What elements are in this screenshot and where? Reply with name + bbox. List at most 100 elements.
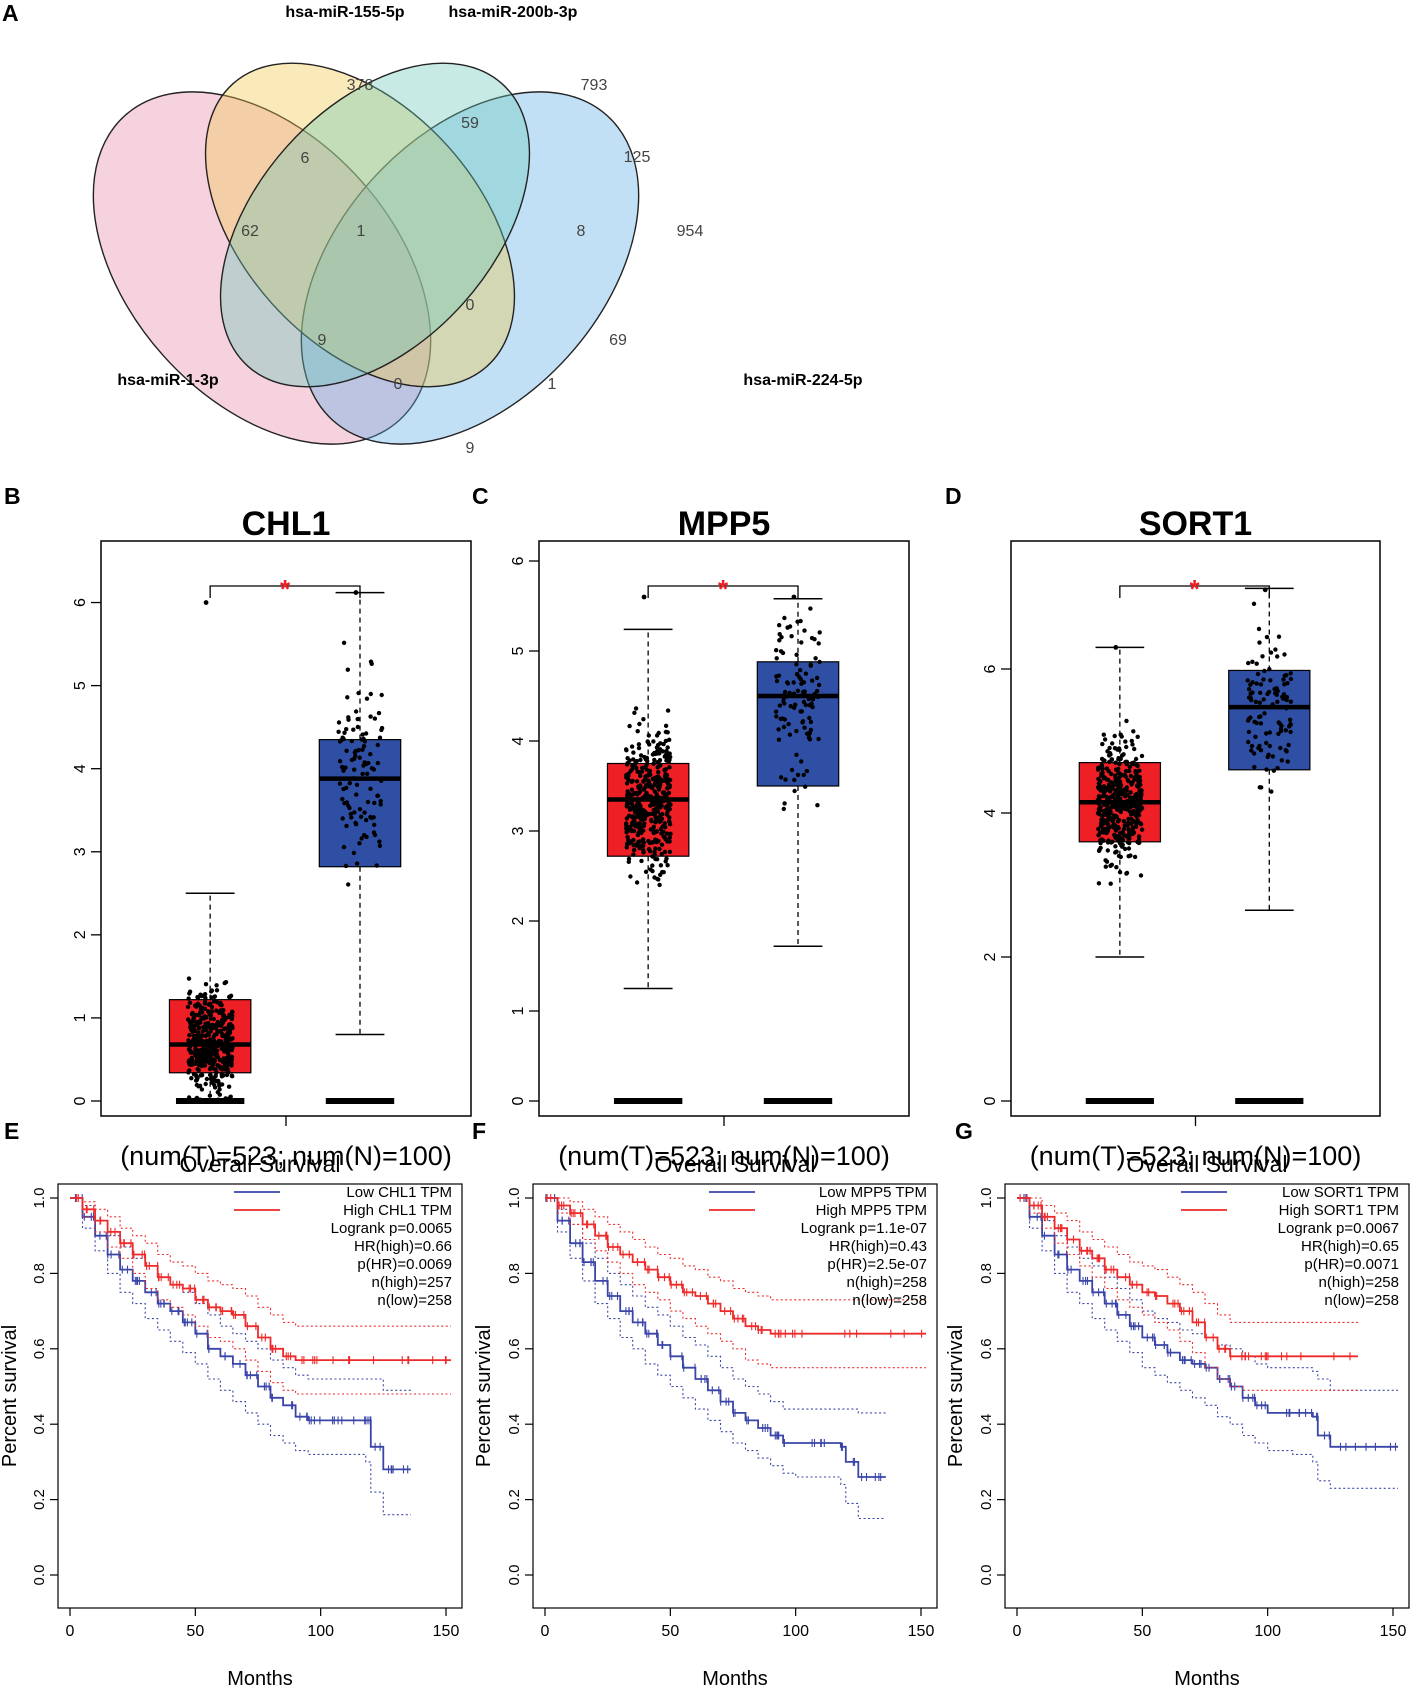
data-point (355, 724, 360, 730)
survival-curve (70, 1197, 451, 1361)
y-tick-label: 0 (982, 1096, 999, 1105)
data-point (817, 630, 822, 635)
y-tick-label: 6 (982, 664, 999, 673)
data-point (1132, 775, 1137, 780)
data-point (652, 757, 657, 763)
data-point (358, 814, 364, 819)
data-point (795, 772, 801, 778)
data-point (227, 1012, 232, 1018)
data-point (643, 869, 649, 874)
data-point (217, 1087, 222, 1092)
data-point (625, 834, 630, 840)
data-point (663, 723, 669, 728)
data-point (1275, 654, 1280, 659)
box (756, 661, 840, 787)
data-point (375, 760, 381, 766)
data-point (810, 678, 815, 683)
data-point (779, 635, 784, 640)
zero-points-band (763, 1098, 833, 1104)
data-point (1124, 744, 1129, 750)
y-axis-label: Percent survival (945, 1325, 967, 1467)
data-point (1279, 758, 1285, 763)
data-point (343, 765, 348, 770)
data-point (802, 725, 807, 730)
data-point (1130, 825, 1135, 830)
data-point (1249, 743, 1255, 749)
data-point (623, 747, 629, 752)
zero-points-band (1235, 1098, 1304, 1104)
data-point (1106, 753, 1112, 758)
data-point (644, 762, 649, 767)
data-point (647, 781, 652, 787)
data-point (641, 787, 647, 792)
legend-entry: High MPP5 TPM (816, 1202, 927, 1219)
data-point (342, 730, 347, 735)
y-tick-label: 4 (72, 764, 89, 773)
data-point-max (353, 590, 359, 595)
venn-region-count: 6 (301, 150, 310, 167)
x-tick-label: 100 (782, 1623, 809, 1640)
data-point (798, 709, 803, 714)
data-point (186, 1038, 191, 1043)
data-point (221, 1056, 226, 1061)
data-point (639, 858, 644, 864)
data-point (208, 1072, 213, 1077)
data-point (1099, 813, 1105, 818)
plot-frame (538, 540, 910, 1117)
data-point (782, 801, 787, 806)
data-point (1264, 731, 1269, 736)
data-point (1284, 695, 1290, 700)
data-point (626, 777, 631, 782)
data-point (627, 805, 632, 811)
stat-text: n(high)=258 (1319, 1274, 1399, 1291)
y-tick-label: 3 (510, 826, 527, 835)
ci-upper (545, 1197, 886, 1414)
data-point (1126, 846, 1132, 851)
data-point (662, 768, 667, 773)
data-point (667, 765, 672, 770)
data-point (351, 850, 357, 856)
data-point (193, 1028, 198, 1034)
data-point (1116, 766, 1121, 772)
data-point (652, 775, 657, 781)
stat-text: Logrank p=1.1e-07 (801, 1220, 927, 1237)
data-point (625, 761, 630, 766)
data-point (1261, 677, 1266, 682)
data-point (665, 831, 670, 836)
x-tick-label: 150 (908, 1623, 935, 1640)
data-point (195, 994, 200, 1000)
data-point (1110, 741, 1115, 746)
data-point (1099, 824, 1104, 829)
data-point (1134, 763, 1139, 768)
y-tick-label: 1 (72, 1013, 89, 1022)
plot-frame (532, 1183, 938, 1609)
y-axis-label: Percent survival (0, 1325, 21, 1467)
data-point (1273, 647, 1278, 652)
survival-plot-e: Overall Survival Months Percent survival 0 5… (0, 1151, 463, 1689)
x-tick-label: 100 (307, 1623, 334, 1640)
data-point (781, 724, 787, 730)
data-point-max (791, 594, 797, 600)
venn-region-count: 9 (318, 332, 327, 349)
data-point (777, 623, 782, 628)
data-point (1278, 745, 1283, 751)
data-point (1245, 678, 1250, 683)
data-point (1270, 754, 1276, 759)
data-point (654, 733, 660, 738)
data-point (668, 831, 673, 836)
legend-entry: Low SORT1 TPM (1282, 1184, 1399, 1201)
data-point (667, 819, 672, 824)
data-point (652, 852, 657, 857)
data-point (662, 834, 667, 839)
data-point (371, 815, 376, 820)
data-point (645, 773, 650, 778)
y-tick-label: 2 (982, 952, 999, 961)
data-point (638, 757, 643, 763)
data-point (1130, 795, 1136, 801)
data-point (652, 875, 657, 880)
data-point (665, 863, 670, 868)
y-tick-label: 5 (510, 646, 527, 655)
data-point (1128, 773, 1134, 779)
data-point (789, 634, 794, 639)
data-point (664, 856, 669, 861)
